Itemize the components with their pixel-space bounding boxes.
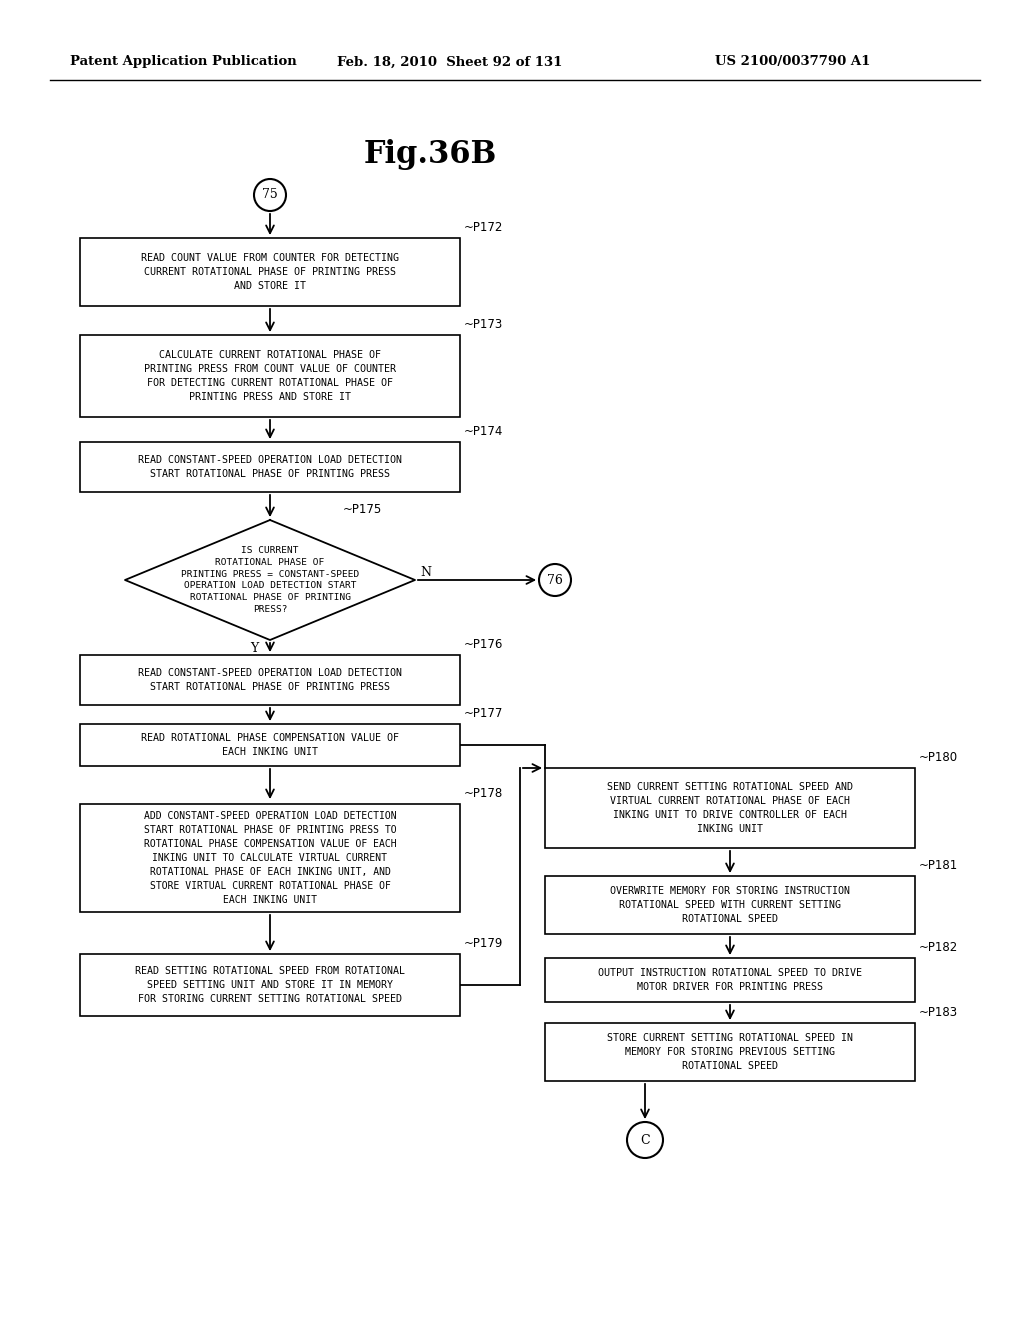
Bar <box>80 238 460 306</box>
Text: ~P174: ~P174 <box>464 425 504 438</box>
Text: ~P179: ~P179 <box>464 937 504 950</box>
Text: READ CONSTANT-SPEED OPERATION LOAD DETECTION
START ROTATIONAL PHASE OF PRINTING : READ CONSTANT-SPEED OPERATION LOAD DETEC… <box>138 668 402 692</box>
Text: OVERWRITE MEMORY FOR STORING INSTRUCTION
ROTATIONAL SPEED WITH CURRENT SETTING
R: OVERWRITE MEMORY FOR STORING INSTRUCTION… <box>610 886 850 924</box>
Bar <box>80 804 460 912</box>
Bar <box>80 335 460 417</box>
Text: Fig.36B: Fig.36B <box>364 140 497 170</box>
Text: SEND CURRENT SETTING ROTATIONAL SPEED AND
VIRTUAL CURRENT ROTATIONAL PHASE OF EA: SEND CURRENT SETTING ROTATIONAL SPEED AN… <box>607 781 853 834</box>
Text: READ COUNT VALUE FROM COUNTER FOR DETECTING
CURRENT ROTATIONAL PHASE OF PRINTING: READ COUNT VALUE FROM COUNTER FOR DETECT… <box>141 253 399 290</box>
Text: READ ROTATIONAL PHASE COMPENSATION VALUE OF
EACH INKING UNIT: READ ROTATIONAL PHASE COMPENSATION VALUE… <box>141 733 399 756</box>
Bar <box>80 723 460 766</box>
Text: ~P183: ~P183 <box>919 1006 958 1019</box>
Text: STORE CURRENT SETTING ROTATIONAL SPEED IN
MEMORY FOR STORING PREVIOUS SETTING
RO: STORE CURRENT SETTING ROTATIONAL SPEED I… <box>607 1034 853 1071</box>
Text: ~P175: ~P175 <box>342 503 382 516</box>
Text: ~P182: ~P182 <box>919 941 958 954</box>
Text: N: N <box>420 565 431 578</box>
Text: Patent Application Publication: Patent Application Publication <box>70 55 297 69</box>
Text: US 2100/0037790 A1: US 2100/0037790 A1 <box>715 55 870 69</box>
Bar <box>545 768 915 847</box>
Text: READ CONSTANT-SPEED OPERATION LOAD DETECTION
START ROTATIONAL PHASE OF PRINTING : READ CONSTANT-SPEED OPERATION LOAD DETEC… <box>138 455 402 479</box>
Text: Y: Y <box>250 642 258 655</box>
Text: Feb. 18, 2010  Sheet 92 of 131: Feb. 18, 2010 Sheet 92 of 131 <box>337 55 562 69</box>
Bar <box>80 442 460 492</box>
Text: ~P173: ~P173 <box>464 318 503 331</box>
Text: IS CURRENT
ROTATIONAL PHASE OF
PRINTING PRESS = CONSTANT-SPEED
OPERATION LOAD DE: IS CURRENT ROTATIONAL PHASE OF PRINTING … <box>181 546 359 614</box>
Text: C: C <box>640 1134 650 1147</box>
Text: 75: 75 <box>262 189 278 202</box>
Bar <box>545 958 915 1002</box>
Bar <box>80 655 460 705</box>
Text: ~P177: ~P177 <box>464 708 504 719</box>
Bar <box>80 954 460 1016</box>
Text: ~P172: ~P172 <box>464 220 504 234</box>
Text: ADD CONSTANT-SPEED OPERATION LOAD DETECTION
START ROTATIONAL PHASE OF PRINTING P: ADD CONSTANT-SPEED OPERATION LOAD DETECT… <box>143 810 396 906</box>
Text: ~P176: ~P176 <box>464 638 504 651</box>
Text: CALCULATE CURRENT ROTATIONAL PHASE OF
PRINTING PRESS FROM COUNT VALUE OF COUNTER: CALCULATE CURRENT ROTATIONAL PHASE OF PR… <box>144 350 396 403</box>
Text: READ SETTING ROTATIONAL SPEED FROM ROTATIONAL
SPEED SETTING UNIT AND STORE IT IN: READ SETTING ROTATIONAL SPEED FROM ROTAT… <box>135 966 406 1005</box>
Text: OUTPUT INSTRUCTION ROTATIONAL SPEED TO DRIVE
MOTOR DRIVER FOR PRINTING PRESS: OUTPUT INSTRUCTION ROTATIONAL SPEED TO D… <box>598 968 862 993</box>
Text: 76: 76 <box>547 573 563 586</box>
Text: ~P180: ~P180 <box>919 751 958 764</box>
Bar <box>545 876 915 935</box>
Text: ~P181: ~P181 <box>919 859 958 873</box>
Text: ~P178: ~P178 <box>464 787 503 800</box>
Bar <box>545 1023 915 1081</box>
